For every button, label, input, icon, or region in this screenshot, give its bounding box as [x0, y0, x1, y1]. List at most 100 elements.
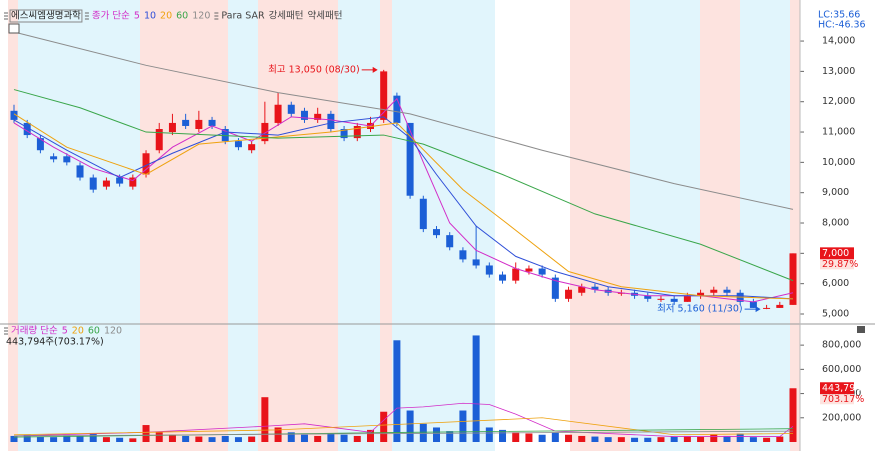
band: [380, 0, 392, 451]
title-box: [9, 9, 83, 23]
legend-prefix: 종가 단순: [92, 11, 130, 22]
candle-body: [10, 110, 18, 120]
volume-bar: [63, 435, 71, 442]
volume-bar: [300, 434, 308, 442]
y-tick-label: 11,000: [822, 127, 855, 138]
indicator-label: 강세패턴: [269, 11, 304, 22]
legend-entry: 20: [72, 326, 84, 337]
volume-bar: [763, 437, 771, 442]
volume-bar: [274, 427, 282, 442]
last-value-box: [820, 382, 854, 395]
last-change: 29.87%: [822, 259, 858, 270]
candle-body: [89, 177, 97, 190]
last-value: 7,000: [822, 248, 849, 259]
y-tick-label: 13,000: [822, 66, 855, 77]
volume-bar: [499, 429, 507, 442]
candle-body: [406, 122, 414, 196]
volume-bar: [551, 432, 559, 442]
candle-body: [525, 268, 533, 272]
volume-bar: [433, 427, 441, 442]
ma-line: [13, 89, 794, 282]
panel-icon[interactable]: [8, 23, 20, 34]
y-tick-label: 12,000: [822, 96, 855, 107]
candle-body: [710, 289, 718, 293]
volume-bar: [670, 436, 678, 442]
volume-bar: [380, 411, 388, 442]
annotation-arrowhead: [755, 306, 761, 313]
volume-bar: [195, 436, 203, 442]
candle-body: [591, 286, 599, 290]
candle-body: [697, 292, 705, 296]
candle-body: [670, 298, 678, 302]
legend-prefix: 거래량 단순: [11, 325, 58, 337]
volume-bar: [472, 335, 480, 442]
volume-bar: [221, 435, 229, 442]
candle-body: [419, 198, 427, 230]
y-tick-label: 600,000: [822, 364, 861, 375]
candle-body: [472, 259, 480, 266]
band: [18, 0, 140, 451]
candle-body: [261, 122, 269, 142]
candle-body: [327, 113, 335, 130]
volume-bar: [683, 435, 691, 442]
candle-body: [538, 268, 546, 275]
candle-body: [353, 125, 361, 139]
candle-body: [234, 141, 242, 148]
candle-body: [287, 104, 295, 114]
ma-line: [13, 430, 794, 437]
volume-bar: [419, 423, 427, 442]
volume-bar: [789, 388, 797, 442]
volume-bar: [631, 437, 639, 442]
volume-bar: [749, 437, 757, 442]
y-tick-label: 800,000: [822, 340, 861, 351]
labels: 5,000 6,000 7,000 8,000 9,000 10,000 11,000 12,…: [4, 9, 866, 423]
corner-label: HC:-46.36: [818, 20, 866, 31]
corner-label: LC:35.66: [818, 10, 860, 21]
session-bands: [8, 0, 800, 451]
annotation-arrowhead: [372, 66, 378, 73]
indicator: Para SAR: [221, 11, 265, 22]
candle-body: [459, 250, 467, 260]
volume-bar: [36, 436, 44, 442]
candle-body: [248, 144, 256, 151]
legend-entry: 60: [176, 11, 188, 22]
candle-body: [195, 119, 203, 130]
legend-entry: 120: [104, 326, 122, 337]
band: [338, 0, 380, 451]
volume-bar: [248, 436, 256, 442]
candle-body: [683, 295, 691, 302]
volume-bar: [485, 427, 493, 442]
candle-body: [208, 119, 216, 126]
y-tick-label: 5,000: [822, 308, 849, 319]
band: [740, 0, 790, 451]
volume-bar: [261, 397, 269, 442]
legend-entry: 120: [192, 11, 210, 22]
candle-body: [380, 71, 388, 120]
volume-bar: [168, 434, 176, 442]
volume-bar: [591, 436, 599, 442]
volume-bar: [208, 437, 216, 442]
candle-body: [274, 104, 282, 123]
candle-body: [749, 301, 757, 308]
candle-body: [116, 177, 124, 184]
candle-body: [644, 295, 652, 299]
candle-body: [23, 122, 31, 136]
legend-title: 에스씨엠생명과학: [11, 10, 81, 22]
candle-body: [300, 110, 308, 120]
band: [570, 0, 630, 451]
volume-bar: [723, 435, 731, 442]
candle-body: [446, 235, 454, 248]
volume-bar: [459, 410, 467, 442]
volume-bar: [23, 434, 31, 442]
band: [228, 0, 258, 451]
volume-bar: [512, 432, 520, 442]
volume-bar: [116, 437, 124, 442]
panel-button[interactable]: [857, 326, 865, 333]
candle-body: [63, 156, 71, 163]
candle-body: [168, 122, 176, 133]
volume-bar: [327, 433, 335, 442]
indicator-label: 약세패턴: [308, 10, 343, 22]
volume-bar: [446, 431, 454, 442]
ma-line: [13, 31, 794, 210]
candle-body: [578, 286, 586, 293]
